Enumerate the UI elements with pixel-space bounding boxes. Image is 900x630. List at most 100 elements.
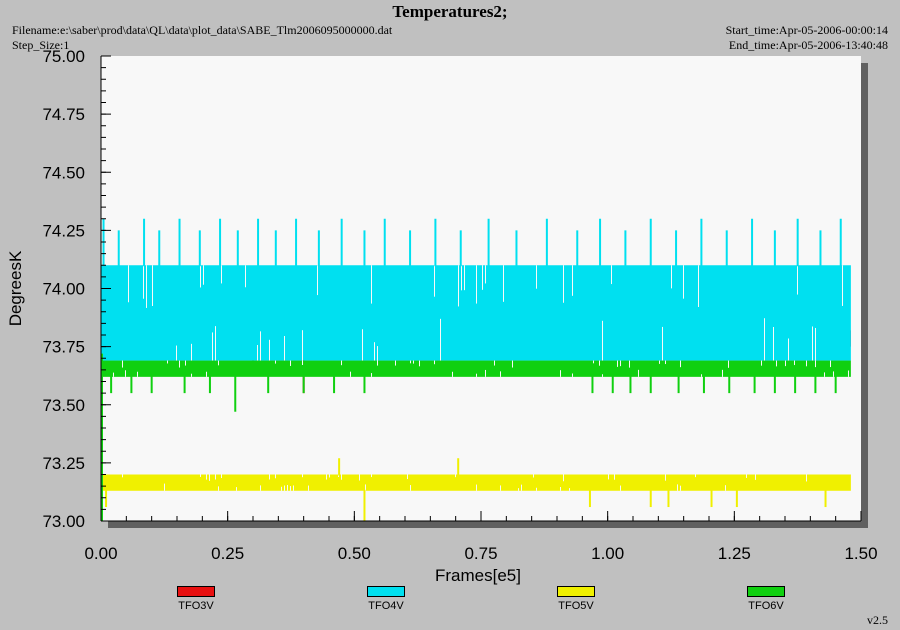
band-gap <box>200 265 201 288</box>
spike-up <box>158 230 161 267</box>
spike-up <box>725 230 728 267</box>
band-gap <box>842 265 843 306</box>
spike-down <box>834 375 837 394</box>
band-gap <box>191 373 192 377</box>
band-gap <box>593 360 594 364</box>
band-gap <box>218 486 219 491</box>
spike-up <box>117 230 120 267</box>
spike-up <box>819 230 822 267</box>
band-gap <box>434 265 435 297</box>
spike-down <box>208 375 211 394</box>
band-gap <box>701 374 702 377</box>
band-gap <box>287 484 288 491</box>
band-gap <box>572 373 573 377</box>
spike-up <box>257 218 260 267</box>
spike-up <box>675 230 678 267</box>
band-gap <box>245 265 246 288</box>
band-gap <box>806 474 807 482</box>
band-gap <box>191 343 192 361</box>
y-tick-label: 74.75 <box>42 105 85 124</box>
band-gap <box>410 485 411 491</box>
spike-up <box>576 230 579 267</box>
band-gap <box>797 265 798 295</box>
spike-down <box>649 375 652 394</box>
spike-up <box>624 230 627 267</box>
band-gap <box>476 484 477 491</box>
spike-up <box>434 218 437 267</box>
band-gap <box>275 474 276 479</box>
y-tick-label: 74.50 <box>42 163 85 182</box>
spike-up <box>252 360 254 362</box>
band-gap <box>620 360 621 367</box>
band-gap <box>200 474 201 477</box>
band-gap <box>560 370 561 377</box>
band-gap <box>371 265 372 304</box>
band-gap <box>563 265 564 303</box>
band-gap <box>341 474 342 480</box>
band-gap <box>338 474 339 478</box>
spike-up <box>515 230 518 267</box>
band-gap <box>350 371 351 377</box>
version-label: v2.5 <box>867 613 888 627</box>
spike-down <box>183 375 186 394</box>
spike-down <box>649 489 652 508</box>
band-gap <box>518 488 519 491</box>
spike-down <box>824 489 827 508</box>
band-gap <box>677 484 678 491</box>
legend-label: TFO6V <box>748 600 784 612</box>
spike-down <box>110 375 113 394</box>
x-tick-label: 1.25 <box>718 544 751 563</box>
band-gap <box>629 360 630 368</box>
band-gap <box>179 360 180 368</box>
band-gap <box>122 360 123 368</box>
band-gap <box>788 338 789 361</box>
band-gap <box>680 360 681 368</box>
y-axis-label: DegreesK <box>6 250 25 326</box>
spike-up <box>487 218 490 267</box>
legend-swatch-tfo5v <box>557 586 595 597</box>
band-gap <box>290 360 291 366</box>
band-gap <box>371 373 372 377</box>
band-gap <box>680 485 681 491</box>
band-gap <box>815 327 816 361</box>
band-gap <box>695 474 696 478</box>
band-gap <box>260 331 261 361</box>
filename-label: Filename:e:\saber\prod\data\QL\data\plot… <box>12 23 393 37</box>
spike-down <box>363 489 366 521</box>
band-gap <box>833 371 834 377</box>
band-gap <box>143 265 144 299</box>
spike-down <box>794 375 797 394</box>
y-tick-label: 74.00 <box>42 280 85 299</box>
band-gap <box>257 344 258 361</box>
spike-down <box>735 489 738 508</box>
spike-up <box>198 230 201 267</box>
spike-up <box>700 218 703 267</box>
spike-down <box>753 375 756 394</box>
series-band <box>101 474 851 491</box>
band-gap <box>410 360 411 364</box>
band-gap <box>482 265 483 290</box>
band-gap <box>620 485 621 491</box>
band-gap <box>269 339 270 361</box>
legend-swatch-tfo4v <box>367 586 405 597</box>
band-gap <box>485 265 486 284</box>
legend-swatch-tfo3v <box>177 586 215 597</box>
band-gap <box>290 486 291 491</box>
spike-up <box>317 230 320 267</box>
legend-label: TFO5V <box>558 600 594 612</box>
band-gap <box>452 371 453 377</box>
band-gap <box>122 474 123 478</box>
band-gap <box>329 474 330 478</box>
spike-down <box>708 359 710 361</box>
band-gap <box>341 360 342 366</box>
band-gap <box>611 265 612 285</box>
spike-up <box>383 218 386 267</box>
band-gap <box>407 474 408 480</box>
spike-down <box>105 489 108 508</box>
spike-down <box>234 375 237 412</box>
band-gap <box>302 360 303 365</box>
x-tick-label: 0.75 <box>464 544 497 563</box>
band-gap <box>665 360 666 365</box>
band-gap <box>602 320 603 361</box>
